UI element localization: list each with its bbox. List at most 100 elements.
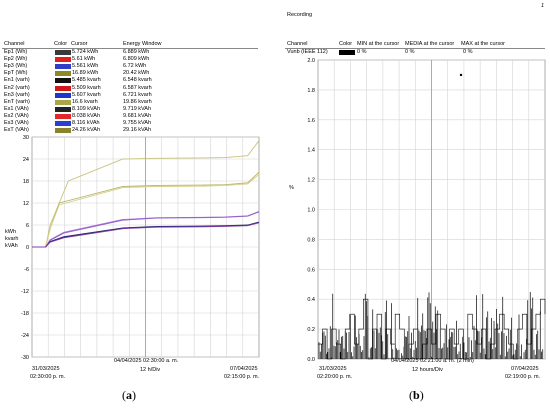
legend-channel: En1 (varh) xyxy=(4,77,30,84)
series-line xyxy=(318,298,546,360)
right-media-header: MEDIA at the cursor xyxy=(405,41,455,47)
y-tick-label: 18 xyxy=(23,179,29,185)
legend-window-value: 20.42 kWh xyxy=(123,70,150,77)
right-channel-header: Channel xyxy=(287,41,308,47)
y-tick-label: -30 xyxy=(21,355,29,361)
series-line xyxy=(32,174,260,248)
series-line xyxy=(32,222,260,248)
legend-channel: Es1 (VAh) xyxy=(4,105,29,112)
right-header-divider xyxy=(285,48,545,49)
ylabel-kvarh: kvarh xyxy=(5,236,19,242)
right-unbalance-chart: 2.0 1.8 1.6 1.4 1.2 1.0 0.8 0.6 0.4 0.2 0.0 xyxy=(307,58,546,363)
legend-color-swatch xyxy=(55,92,71,98)
left-end-date: 07/04/2025 xyxy=(230,366,258,372)
legend-color-swatch xyxy=(55,78,71,84)
legend-channel: Es2 (VAh) xyxy=(4,112,29,119)
right-max-header: MAX at the cursor xyxy=(461,41,506,47)
legend-cursor-value: 5.607 kvarh xyxy=(72,91,101,98)
legend-min-value: 0 % xyxy=(357,49,367,55)
legend-window-value: 9.681 kVAh xyxy=(123,112,152,119)
y-tick-label: -24 xyxy=(21,333,29,339)
legend-window-value: 6.809 kWh xyxy=(123,56,150,63)
right-end-date: 07/04/2025 xyxy=(511,366,539,372)
y-tick-label: 1.4 xyxy=(307,148,315,154)
right-end-time: 02:19:00 p. m. xyxy=(505,374,541,380)
left-energy-chart: 30 24 18 12 6 0 -6 -12 -18 -24 -30 xyxy=(21,135,260,361)
legend-channel: Ep1 (Wh) xyxy=(4,49,28,55)
y-tick-label: 6 xyxy=(26,223,29,229)
y-tick-label: 24 xyxy=(23,157,29,163)
y-tick-label: 0.4 xyxy=(307,297,315,303)
legend-cursor-value: 5.724 kWh xyxy=(72,49,99,55)
legend-media-value: 0 % xyxy=(405,49,415,55)
legend-color-swatch xyxy=(55,50,71,55)
y-tick-label: 0.2 xyxy=(307,327,315,333)
legend-window-value: 29.16 kVAh xyxy=(123,127,152,134)
legend-channel: Vunb (IEEE 112) xyxy=(287,49,328,55)
right-division: 12 hours/Div xyxy=(412,367,443,373)
right-start-date: 31/03/2025 xyxy=(319,366,347,372)
y-tick-label: -18 xyxy=(21,311,29,317)
legend-window-value: 6.721 kvarh xyxy=(123,91,152,98)
legend-channel: Ep2 (Wh) xyxy=(4,56,28,63)
y-tick-label: -6 xyxy=(24,267,29,273)
right-color-header: Color xyxy=(339,41,353,47)
y-tick-label: 0 xyxy=(26,245,29,251)
legend-cursor-value: 5.61 kWh xyxy=(72,56,96,63)
legend-color-swatch xyxy=(55,121,71,126)
right-cursor-time: 04/04/2025 02:21:00 a. m. (2 min) xyxy=(391,358,474,364)
right-start-time: 02:20:00 p. m. xyxy=(317,374,353,380)
legend-color-swatch xyxy=(339,50,355,55)
y-tick-label: 0.0 xyxy=(307,357,315,363)
legend-cursor-value: 8.116 kVAh xyxy=(72,120,100,126)
right-min-header: MIN at the cursor xyxy=(357,41,400,47)
y-tick-label: 1.0 xyxy=(307,208,315,214)
right-caption: (b) xyxy=(409,388,424,402)
y-tick-label: 1.8 xyxy=(307,88,315,94)
legend-window-value: 6.587 kvarh xyxy=(123,84,152,91)
y-tick-label: 1.2 xyxy=(307,178,315,184)
legend-cursor-value: 24.26 kVAh xyxy=(72,127,101,134)
legend-color-swatch xyxy=(55,113,71,119)
y-tick-label: 2.0 xyxy=(307,58,315,64)
left-cursor-time: 04/04/2025 02:30:00 a. m. xyxy=(114,358,179,364)
left-start-time: 02:30:00 p. m. xyxy=(30,374,66,380)
left-channel-header: Channel xyxy=(4,41,25,47)
data-point xyxy=(459,73,463,77)
left-header-divider xyxy=(2,48,258,49)
y-tick-label: 0.6 xyxy=(307,267,315,273)
legend-color-swatch xyxy=(55,85,71,91)
legend-window-value: 9.719 kVAh xyxy=(123,105,152,112)
y-tick-label: 0.8 xyxy=(307,237,315,243)
legend-channel: EnT (varh) xyxy=(4,98,30,105)
legend-channel: EpT (Wh) xyxy=(4,70,28,77)
y-tick-label: 1.6 xyxy=(307,118,315,124)
legend-cursor-value: 16.6 kvarh xyxy=(72,98,98,105)
legend-window-value: 6.548 kvarh xyxy=(123,77,152,84)
legend-color-swatch xyxy=(55,71,71,77)
legend-cursor-value: 8.109 kVAh xyxy=(72,105,101,112)
legend-channel: En3 (varh) xyxy=(4,91,30,98)
legend-window-value: 6.889 kWh xyxy=(123,49,150,55)
legend-color-swatch xyxy=(55,99,71,105)
legend-channel: Es3 (VAh) xyxy=(4,120,29,126)
legend-cursor-value: 8.038 kVAh xyxy=(72,112,101,119)
legend-window-value: 19.86 kvarh xyxy=(123,98,152,105)
legend-cursor-value: 16.89 kWh xyxy=(72,70,99,77)
legend-color-swatch xyxy=(55,128,71,134)
left-cursor-header: Cursor xyxy=(71,41,88,47)
legend-cursor-value: 5.509 kvarh xyxy=(72,84,101,91)
legend-cursor-value: 5.561 kWh xyxy=(72,63,99,70)
legend-cursor-value: 5.485 kvarh xyxy=(72,77,101,84)
page-number: 1 xyxy=(541,3,545,9)
left-window-header: Energy Window xyxy=(123,41,162,47)
legend-channel: En2 (varh) xyxy=(4,84,30,91)
left-caption: (a) xyxy=(122,388,136,402)
y-tick-label: -12 xyxy=(21,289,29,295)
legend-window-value: 9.755 kVAh xyxy=(123,120,152,126)
right-y-axis-label: % xyxy=(289,185,294,191)
left-y-axis-label: kWh kvarh kVAh xyxy=(5,229,18,250)
ylabel-kvah: kVAh xyxy=(5,243,18,249)
legend-color-swatch xyxy=(55,57,71,63)
right-legend-table: Vunb (IEEE 112) 0 % 0 % 0 % xyxy=(287,49,545,57)
